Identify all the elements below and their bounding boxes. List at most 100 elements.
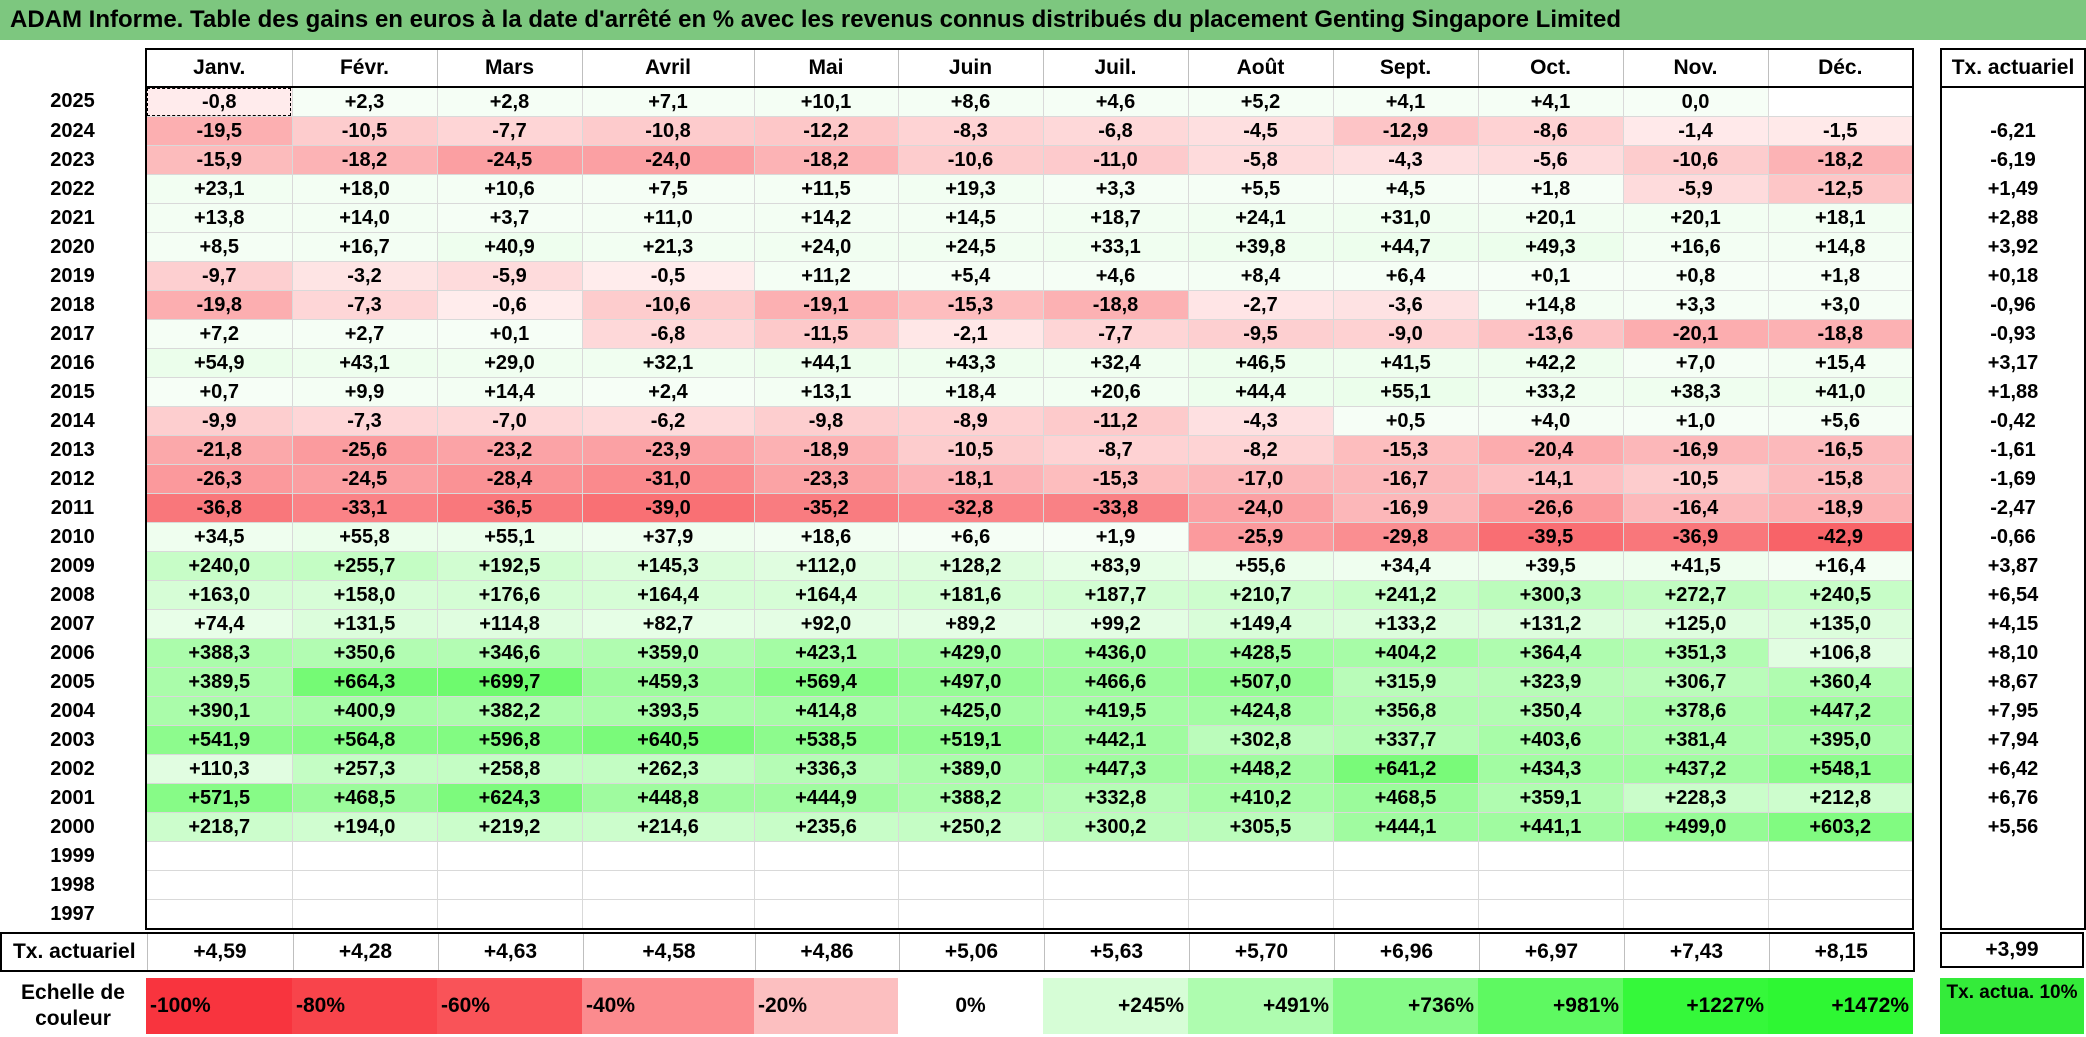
gain-cell (1477, 841, 1623, 871)
gain-cell: +359,0 (581, 638, 754, 668)
table-row: 2015 +0,7 +9,9 +14,4 +2,4 +13,1 +18,4 +20,6 +44,… (0, 377, 1914, 407)
gain-cell: +39,5 (1477, 551, 1623, 581)
gain-cell: -33,8 (1042, 493, 1188, 523)
gain-cell: +55,8 (291, 522, 437, 552)
gain-cell: -9,9 (145, 406, 292, 436)
gain-cell: -15,3 (1332, 435, 1478, 465)
gain-cell: +9,9 (291, 377, 437, 407)
footer-rate-cell: +4,58 (582, 932, 755, 972)
rate-cell: +3,87 (1940, 551, 2086, 581)
gain-cell: +447,2 (1767, 696, 1914, 726)
year-label: 2012 (0, 464, 146, 494)
gain-cell: +241,2 (1332, 580, 1478, 610)
gain-cell: +55,1 (1332, 377, 1478, 407)
gain-cell (1042, 899, 1188, 930)
gain-cell: +395,0 (1767, 725, 1914, 755)
gain-cell (1332, 899, 1478, 930)
gain-cell: -5,9 (436, 261, 582, 291)
gain-cell: +18,1 (1767, 203, 1914, 233)
gain-cell: -4,3 (1187, 406, 1333, 436)
table-row: 2016 +54,9 +43,1 +29,0 +32,1 +44,1 +43,3 +32,4 +… (0, 348, 1914, 378)
gain-cell: -25,6 (291, 435, 437, 465)
gain-cell: -24,5 (291, 464, 437, 494)
gain-cell: +7,0 (1622, 348, 1768, 378)
gain-cell: -0,8 (145, 87, 292, 117)
gain-cell: +11,2 (753, 261, 898, 291)
gain-cell: -7,7 (1042, 319, 1188, 349)
rate-cell: +2,88 (1940, 203, 2086, 233)
gain-cell: +128,2 (897, 551, 1043, 581)
footer-rate-row: Tx. actuariel +4,59 +4,28 +4,63 +4,58 +4,86 +5… (0, 932, 1915, 972)
month-header: Mars (436, 48, 582, 88)
gain-cell: +39,8 (1187, 232, 1333, 262)
gain-cell (436, 870, 582, 900)
gain-cell: +20,1 (1477, 203, 1623, 233)
gain-cell (1622, 841, 1768, 871)
year-label: 2017 (0, 319, 146, 349)
gain-cell: -1,4 (1622, 116, 1768, 146)
table-row: 2013 -21,8 -25,6 -23,2 -23,9 -18,9 -10,5 -8,7 -8… (0, 435, 1914, 465)
gain-cell: +364,4 (1477, 638, 1623, 668)
gain-cell: +82,7 (581, 609, 754, 639)
year-label: 2008 (0, 580, 146, 610)
gain-cell: +44,1 (753, 348, 898, 378)
gain-cell: +388,2 (897, 783, 1043, 813)
gain-cell: +187,7 (1042, 580, 1188, 610)
footer-rate-cell: +4,59 (146, 932, 293, 972)
year-label: 2003 (0, 725, 146, 755)
rate-cell: +6,42 (1940, 754, 2086, 784)
gain-cell: +393,5 (581, 696, 754, 726)
gain-cell: +0,1 (1477, 261, 1623, 291)
gain-cell: +16,4 (1767, 551, 1914, 581)
gain-cell: +350,6 (291, 638, 437, 668)
gain-cell (1477, 870, 1623, 900)
year-label: 2002 (0, 754, 146, 784)
gain-cell: +23,1 (145, 174, 292, 204)
gain-cell (1332, 870, 1478, 900)
year-label: 1997 (0, 899, 146, 929)
gain-cell: +272,7 (1622, 580, 1768, 610)
gain-cell: +332,8 (1042, 783, 1188, 813)
gain-cell: +404,2 (1332, 638, 1478, 668)
gain-cell: +2,7 (291, 319, 437, 349)
gain-cell: +447,3 (1042, 754, 1188, 784)
table-row: 2009 +240,0 +255,7 +192,5 +145,3 +112,0 +128,2… (0, 551, 1914, 581)
gain-cell: +538,5 (753, 725, 898, 755)
gain-cell: -26,6 (1477, 493, 1623, 523)
gain-cell: +255,7 (291, 551, 437, 581)
gain-cell: +624,3 (436, 783, 582, 813)
scale-swatch: +491% (1188, 978, 1333, 1034)
rate-cell (1940, 899, 2086, 930)
gain-cell: +302,8 (1187, 725, 1333, 755)
gain-cell: +46,5 (1187, 348, 1333, 378)
year-label: 2005 (0, 667, 146, 697)
gain-cell: +323,9 (1477, 667, 1623, 697)
gain-cell: +18,4 (897, 377, 1043, 407)
gain-cell: -5,6 (1477, 145, 1623, 175)
gain-cell: +235,6 (753, 812, 898, 842)
gain-cell: +44,4 (1187, 377, 1333, 407)
gain-cell: +34,5 (145, 522, 292, 552)
gain-cell: +218,7 (145, 812, 292, 842)
gain-cell: -11,0 (1042, 145, 1188, 175)
scale-swatch: +981% (1478, 978, 1623, 1034)
gain-cell: +350,4 (1477, 696, 1623, 726)
gain-cell: -16,9 (1622, 435, 1768, 465)
gain-cell: -10,6 (581, 290, 754, 320)
gain-cell: +31,0 (1332, 203, 1478, 233)
gain-cell (753, 899, 898, 930)
gain-cell: +300,3 (1477, 580, 1623, 610)
gain-cell: +3,3 (1622, 290, 1768, 320)
gain-cell: +448,8 (581, 783, 754, 813)
gain-cell: +459,3 (581, 667, 754, 697)
year-label: 1999 (0, 841, 146, 871)
footer-rate-cell: +8,15 (1768, 932, 1915, 972)
gain-cell: +14,0 (291, 203, 437, 233)
gain-cell: -9,0 (1332, 319, 1478, 349)
scale-swatch: -40% (582, 978, 754, 1034)
year-label: 2024 (0, 116, 146, 146)
table-row: 2024 -19,5 -10,5 -7,7 -10,8 -12,2 -8,3 -6,8 -4,5… (0, 116, 1914, 146)
gain-cell: +24,0 (753, 232, 898, 262)
gain-cell: +507,0 (1187, 667, 1333, 697)
gain-cell: +24,1 (1187, 203, 1333, 233)
